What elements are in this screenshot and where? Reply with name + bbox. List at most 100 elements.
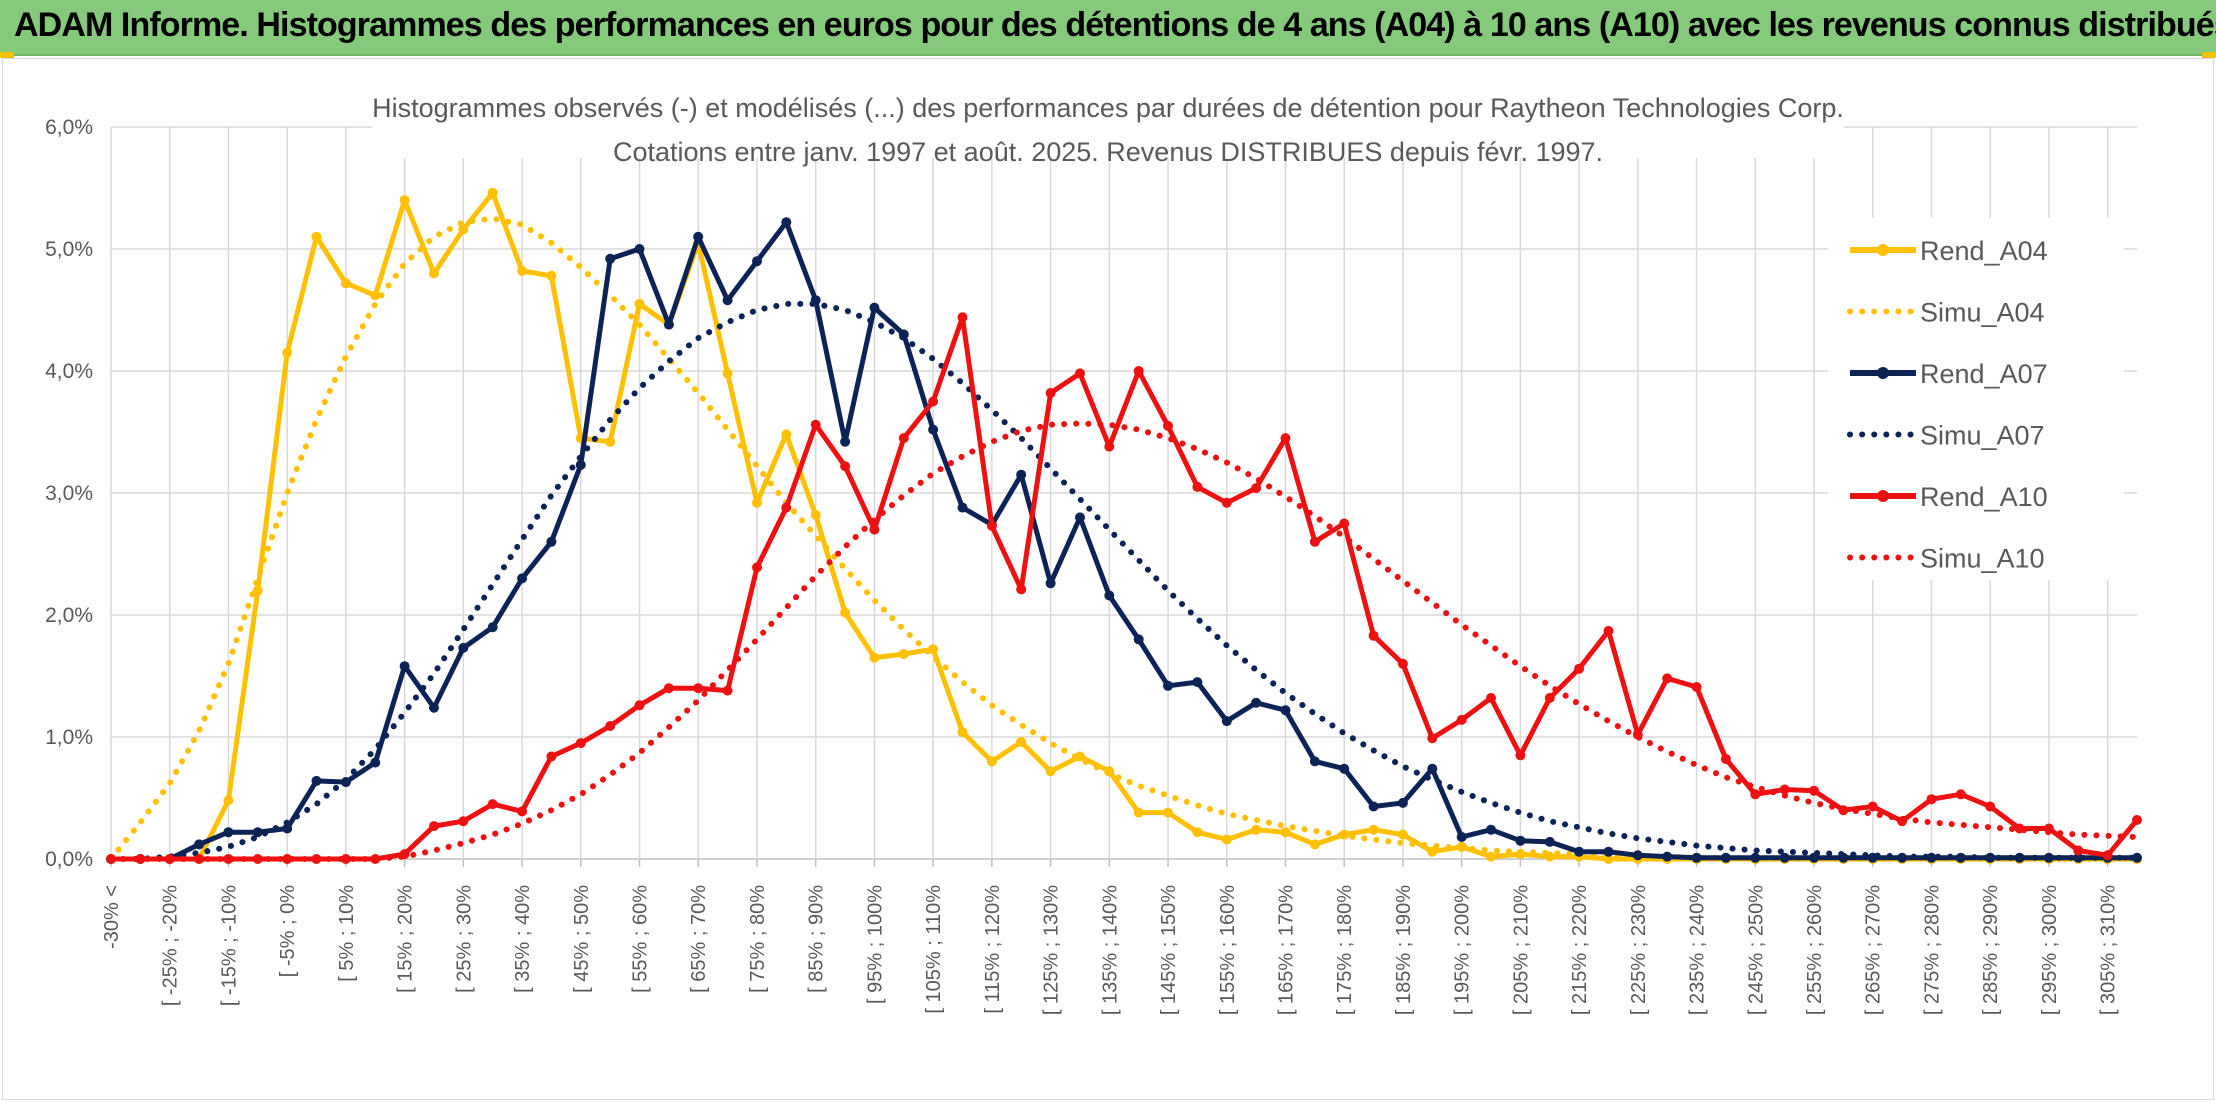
data-point-rend-a04: [252, 585, 263, 596]
data-point-rend-a10: [1163, 420, 1173, 431]
data-point-rend-a04: [517, 266, 528, 276]
data-point-rend-a04: [1163, 807, 1173, 818]
data-point-rend-a10: [1985, 801, 1996, 812]
data-point-rend-a07: [1544, 836, 1555, 847]
legend-label-rend-a07: Rend_A07: [1920, 359, 2048, 389]
data-point-rend-a10: [898, 433, 909, 444]
x-tick-label: [ 255% ; 260%: [1804, 885, 1826, 1015]
data-point-rend-a07: [1192, 677, 1203, 688]
data-point-rend-a07: [1309, 756, 1320, 767]
data-point-rend-a07: [458, 642, 469, 653]
data-point-rend-a04: [1016, 736, 1027, 747]
x-tick-label: [ 85% ; 90%: [806, 885, 828, 993]
data-point-rend-a07: [546, 536, 557, 547]
data-point-rend-a04: [1133, 807, 1144, 818]
data-point-rend-a10: [663, 683, 674, 694]
data-point-rend-a07: [575, 459, 586, 470]
data-point-rend-a07: [517, 573, 528, 584]
data-point-rend-a10: [135, 854, 146, 864]
data-point-rend-a04: [458, 224, 469, 235]
data-point-rend-a07: [1486, 824, 1496, 835]
y-tick-label: 6,0%: [45, 116, 93, 139]
chart-subtitle-line2: Cotations entre janv. 1997 et août. 2025…: [613, 137, 1603, 167]
chart-frame: [2, 58, 2214, 1100]
data-point-rend-a07: [1574, 846, 1585, 857]
data-point-rend-a07: [1926, 852, 1937, 863]
data-point-rend-a07: [194, 839, 205, 850]
y-tick-label: 0,0%: [45, 848, 93, 871]
data-point-rend-a04: [869, 652, 880, 663]
data-point-rend-a04: [986, 756, 997, 767]
data-point-rend-a10: [840, 461, 851, 472]
data-point-rend-a04: [429, 268, 439, 279]
x-tick-label: [ 135% ; 140%: [1099, 885, 1121, 1015]
data-point-rend-a04: [634, 298, 645, 309]
data-point-rend-a10: [1075, 368, 1085, 379]
x-tick-label: [ 235% ; 240%: [1687, 885, 1709, 1015]
data-point-rend-a10: [1662, 673, 1673, 684]
x-tick-label: [ 195% ; 200%: [1452, 885, 1474, 1015]
data-point-rend-a04: [752, 497, 762, 508]
x-tick-label: [ -5% ; 0%: [277, 885, 299, 977]
data-point-rend-a10: [722, 685, 733, 696]
data-point-rend-a10: [810, 419, 821, 430]
x-tick-label: [ 75% ; 80%: [747, 885, 769, 993]
data-point-rend-a07: [311, 775, 322, 786]
data-point-rend-a10: [693, 683, 704, 694]
data-point-rend-a07: [1456, 832, 1467, 842]
data-point-rend-a10: [1603, 625, 1614, 636]
legend-marker-rend-a04: [1877, 244, 1889, 256]
data-point-rend-a07: [1427, 763, 1438, 774]
x-tick-label: [ 225% ; 230%: [1628, 885, 1650, 1015]
data-point-rend-a10: [2102, 850, 2113, 861]
x-tick-label: [ 5% ; 10%: [336, 885, 358, 982]
x-tick-label: [ 245% ; 250%: [1745, 885, 1767, 1015]
data-point-rend-a10: [928, 396, 939, 407]
data-point-rend-a07: [1750, 852, 1761, 863]
data-point-rend-a07: [399, 661, 410, 672]
data-point-rend-a10: [869, 524, 880, 535]
chart-subtitle-line1: Histogrammes observés (-) et modélisés (…: [372, 93, 1844, 123]
data-point-rend-a07: [487, 622, 498, 633]
data-point-rend-a07: [429, 702, 439, 713]
data-point-rend-a10: [1339, 518, 1350, 529]
data-point-rend-a04: [223, 795, 234, 806]
data-point-rend-a07: [282, 823, 293, 834]
x-tick-label: [ 95% ; 100%: [864, 885, 886, 1004]
legend: Rend_A04 Simu_A04 Rend_A07 Simu_A07 Rend_A10…: [1847, 236, 2048, 574]
x-tick-label: [ 115% ; 120%: [982, 885, 1004, 1014]
data-point-rend-a07: [693, 231, 704, 242]
x-tick-label: [ 275% ; 280%: [1921, 885, 1943, 1015]
data-point-rend-a10: [340, 854, 351, 864]
data-point-rend-a04: [1221, 834, 1232, 845]
data-point-rend-a10: [1280, 433, 1291, 444]
series-line-simu-a10: [108, 420, 2140, 862]
data-point-rend-a04: [399, 195, 410, 206]
data-point-rend-a10: [546, 751, 557, 762]
data-point-rend-a10: [634, 700, 645, 711]
data-point-rend-a07: [605, 253, 616, 264]
data-point-rend-a10: [781, 502, 792, 513]
y-tick-label: 5,0%: [45, 238, 93, 261]
data-point-rend-a10: [1867, 801, 1878, 812]
data-point-rend-a10: [517, 806, 528, 817]
x-tick-label: -30% <: [101, 885, 123, 949]
data-point-rend-a10: [1720, 754, 1731, 764]
x-tick-label: [ 175% ; 180%: [1334, 885, 1356, 1015]
data-point-rend-a10: [1574, 663, 1585, 674]
data-point-rend-a07: [1133, 634, 1144, 645]
data-point-rend-a10: [1486, 693, 1496, 703]
x-tick-label: [ -25% ; -20%: [160, 885, 182, 1006]
data-point-rend-a04: [722, 368, 733, 379]
data-point-rend-a07: [1779, 852, 1790, 863]
data-point-rend-a04: [898, 649, 909, 659]
data-point-rend-a07: [1397, 797, 1408, 808]
data-point-rend-a04: [1397, 829, 1408, 840]
data-point-rend-a04: [487, 187, 498, 198]
data-point-rend-a10: [752, 562, 762, 573]
data-point-rend-a10: [1515, 750, 1526, 761]
data-point-rend-a10: [1368, 630, 1379, 641]
data-point-rend-a10: [575, 738, 586, 749]
data-point-rend-a07: [840, 436, 851, 447]
